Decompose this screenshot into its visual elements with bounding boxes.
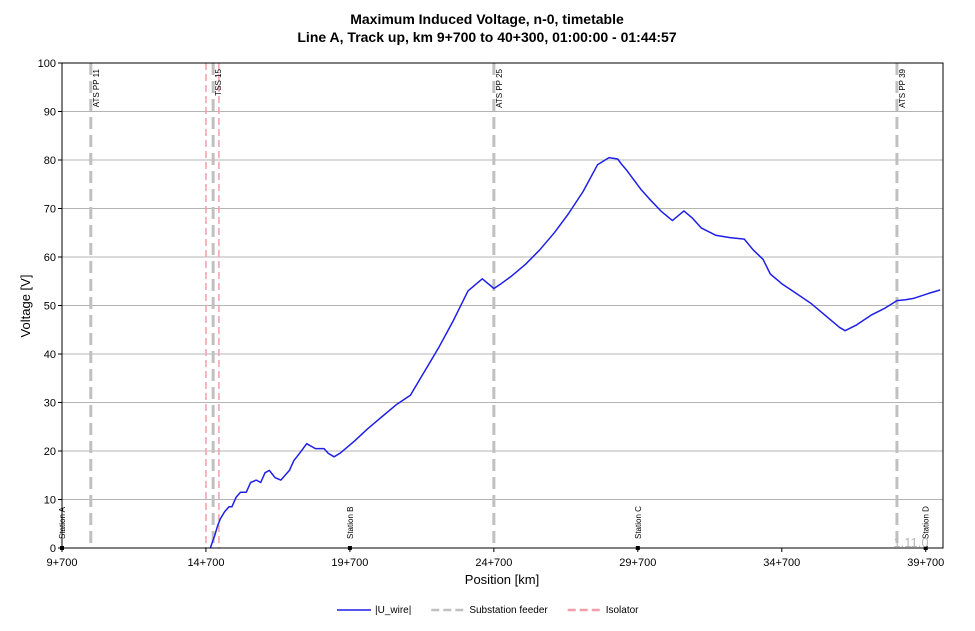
y-tick-label: 40: [44, 349, 56, 361]
x-tick-label: 34+700: [763, 557, 800, 569]
y-axis-label: Voltage [V]: [18, 275, 33, 338]
y-tick-label: 50: [44, 301, 56, 313]
station-markers: Station A Station B Station C Station D: [58, 506, 931, 550]
x-tick-label: 9+700: [47, 557, 78, 569]
feeder-label: TSS 15: [214, 68, 223, 95]
x-axis-ticks: 9+700 14+700 19+700 24+700 29+700 34+700 39+70…: [47, 548, 944, 569]
series-line: [209, 156, 941, 549]
feeder-label: ATS PP 39: [898, 68, 907, 107]
vertical-markers: ATS PP 11 TSS 15 ATS PP 25 ATS PP 39: [89, 63, 907, 548]
y-tick-label: 0: [50, 543, 56, 555]
legend: |U_wire| Substation feeder Isolator: [337, 605, 639, 616]
y-tick-label: 30: [44, 398, 56, 410]
y-tick-label: 90: [44, 107, 56, 119]
grid-lines: [62, 111, 943, 500]
series-layer: [209, 156, 941, 549]
legend-label: Substation feeder: [469, 605, 548, 616]
chart-title: Maximum Induced Voltage, n-0, timetable: [350, 11, 624, 27]
x-tick-label: 14+700: [187, 557, 224, 569]
feeder-label: ATS PP 11: [92, 68, 101, 107]
x-tick-label: 39+700: [907, 557, 944, 569]
legend-label: Isolator: [606, 605, 639, 616]
x-tick-label: 29+700: [619, 557, 656, 569]
y-axis-ticks: 0 10 20 30 40 50 60 70 80 90 100: [38, 58, 62, 555]
y-tick-label: 100: [38, 58, 56, 70]
x-tick-label: 24+700: [475, 557, 512, 569]
y-tick-label: 20: [44, 446, 56, 458]
y-tick-label: 70: [44, 204, 56, 216]
station-label: Station B: [346, 507, 355, 539]
version-label: 1.11.0: [893, 535, 928, 550]
chart-subtitle: Line A, Track up, km 9+700 to 40+300, 01…: [297, 29, 676, 45]
station-label: Station D: [922, 506, 931, 539]
x-axis-label: Position [km]: [465, 572, 539, 587]
legend-label: |U_wire|: [375, 605, 411, 616]
y-tick-label: 60: [44, 252, 56, 264]
y-tick-label: 10: [44, 495, 56, 507]
station-label: Station C: [634, 506, 643, 539]
y-tick-label: 80: [44, 155, 56, 167]
feeder-label: ATS PP 25: [495, 68, 504, 107]
x-tick-label: 19+700: [331, 557, 368, 569]
